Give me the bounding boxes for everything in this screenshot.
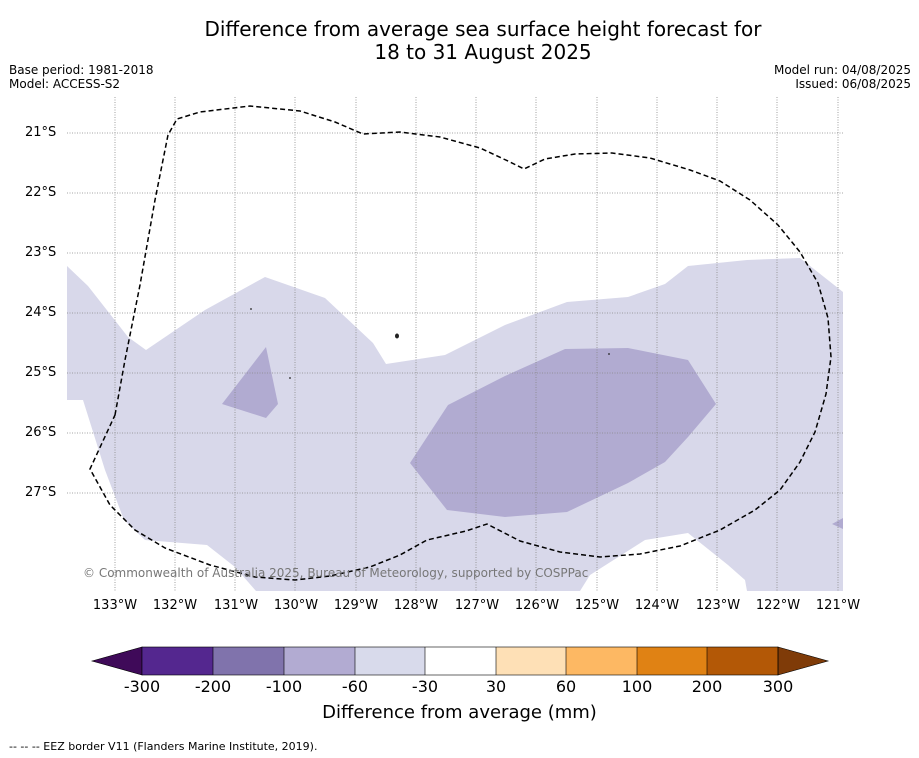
model-run: Model run: 04/08/2025 [773,63,911,77]
lat-label: 24°S [25,305,57,320]
colorbar-tick-label: -100 [265,677,303,696]
title-line-2: 18 to 31 August 2025 [374,40,592,64]
base-period: Base period: 1981-2018 [9,63,154,77]
lon-label: 132°W [152,598,198,613]
graticule [67,97,843,591]
lat-label: 22°S [25,185,57,200]
eez-border [89,105,832,581]
lon-label: 124°W [634,598,680,613]
island-marker [608,353,610,355]
colorbar-segment [425,647,496,675]
colorbar-segment [707,647,778,675]
lon-label: 130°W [273,598,319,613]
colorbar-segment [355,647,425,675]
lon-label: 128°W [393,598,439,613]
anomaly-region-medium-east [832,518,843,529]
chart-title: Difference from average sea surface heig… [0,18,919,64]
lon-label: 123°W [695,598,741,613]
lon-label: 126°W [514,598,560,613]
colorbar [90,646,830,676]
colorbar-tick-label: -60 [341,677,369,696]
colorbar-segment [496,647,566,675]
meta-left: Base period: 1981-2018 Model: ACCESS-S2 [9,63,154,91]
colorbar-tick-label: -30 [411,677,439,696]
colorbar-tick-label: 300 [762,677,794,696]
colorbar-tick-label: 100 [621,677,653,696]
map-panel [67,97,843,591]
lon-label: 121°W [815,598,861,613]
lon-label: 131°W [213,598,259,613]
colorbar-segment [566,647,637,675]
colorbar-tick-label: 60 [555,677,577,696]
map-plot-area [67,97,843,591]
lat-label: 27°S [25,485,57,500]
colorbar-segment [142,647,213,675]
colorbar-tick-label: 200 [691,677,723,696]
island-marker [250,308,252,310]
eez-footnote: -- -- -- EEZ border V11 (Flanders Marine… [9,740,318,753]
lon-label: 127°W [454,598,500,613]
colorbar-extend-low [90,646,143,676]
anomaly-region-medium-central [410,348,716,517]
island-marker [289,377,291,379]
lon-label: 129°W [333,598,379,613]
lon-label: 122°W [755,598,801,613]
colorbar-label: Difference from average (mm) [322,702,597,723]
lat-label: 21°S [25,125,57,140]
colorbar-tick-label: -300 [123,677,161,696]
colorbar-segment [213,647,284,675]
lat-label: 23°S [25,245,57,260]
lon-label: 133°W [92,598,138,613]
island-marker [395,333,399,339]
lat-label: 25°S [25,365,57,380]
lat-label: 26°S [25,425,57,440]
lon-label: 125°W [574,598,620,613]
title-line-1: Difference from average sea surface heig… [204,17,762,41]
colorbar-segment [637,647,707,675]
meta-right: Model run: 04/08/2025 Issued: 06/08/2025 [774,63,911,91]
anomaly-region-medium-west [222,347,278,418]
colorbar-extend-high [777,646,830,676]
colorbar-tick-label: -200 [194,677,232,696]
model-name: Model: ACCESS-S2 [9,77,121,91]
colorbar-tick-label: 30 [485,677,507,696]
issued-date: Issued: 06/08/2025 [795,77,911,91]
copyright-notice: © Commonwealth of Australia 2025, Bureau… [83,566,589,580]
colorbar-segment [284,647,355,675]
colorbar-outline [141,646,779,676]
